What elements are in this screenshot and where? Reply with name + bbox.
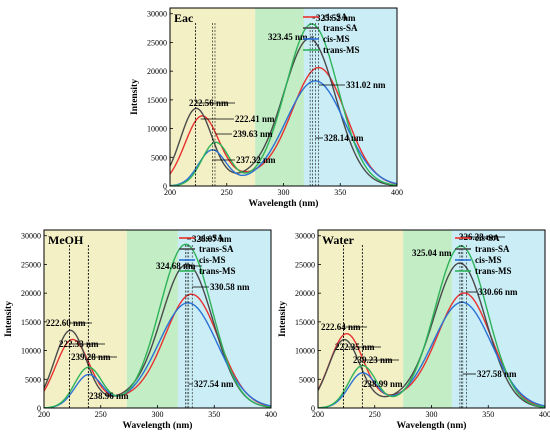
x-tick-label: 300: [278, 188, 290, 197]
y-tick-label: 30000: [295, 232, 315, 241]
series-line-trans-MS: [318, 245, 545, 408]
series-line-trans-SA: [318, 262, 545, 408]
y-tick-label: 20000: [295, 289, 315, 298]
peak-annotation: 238.99 nm: [363, 379, 403, 389]
background-band-3: [303, 8, 397, 186]
legend-label-trans-MS: trans-MS: [323, 45, 360, 55]
peak-annotation: 239.63 nm: [233, 129, 273, 139]
y-tick-label: 25000: [295, 260, 315, 269]
y-tick-label: 25000: [21, 260, 41, 269]
y-tick-label: 5000: [299, 375, 315, 384]
y-tick-label: 15000: [147, 96, 167, 105]
y-tick-label: 5000: [151, 153, 167, 162]
y-axis-label: Intensity: [278, 301, 288, 337]
legend-label-cis-SA: cis-SA: [475, 233, 500, 243]
legend-label-trans-SA: trans-SA: [323, 23, 358, 33]
x-tick-label: 300: [426, 410, 438, 419]
y-tick-label: 10000: [295, 347, 315, 356]
legend-label-cis-MS: cis-MS: [475, 255, 502, 265]
series-line-trans-MS: [44, 243, 271, 408]
y-tick-label: 20000: [147, 67, 167, 76]
y-tick-label: 0: [37, 404, 41, 413]
y-tick-label: 15000: [295, 318, 315, 327]
y-tick-label: 0: [311, 404, 315, 413]
peak-annotation: 222.60 nm: [46, 318, 86, 328]
y-tick-label: 30000: [147, 10, 167, 19]
x-tick-label: 350: [482, 410, 494, 419]
legend-label-trans-SA: trans-SA: [199, 244, 234, 254]
legend-label-cis-SA: cis-SA: [323, 12, 348, 22]
x-axis-label: Wavelength (nm): [123, 420, 193, 431]
series-line-trans-MS: [170, 23, 397, 186]
x-tick-label: 400: [391, 188, 403, 197]
x-tick-label: 400: [539, 410, 550, 419]
x-axis-label: Wavelength (nm): [397, 420, 467, 431]
y-axis-label: Intensity: [4, 301, 14, 337]
legend-label-trans-MS: trans-MS: [475, 266, 512, 276]
series-line-cis-MS: [170, 80, 397, 186]
y-axis-label: Intensity: [130, 79, 140, 115]
background-band-1: [44, 230, 127, 408]
peak-annotation: 325.52 nm: [316, 13, 356, 23]
legend-label-cis-MS: cis-MS: [199, 255, 226, 265]
x-tick-label: 200: [38, 410, 50, 419]
x-tick-label: 350: [208, 410, 220, 419]
peak-annotation: 237.32 nm: [236, 155, 276, 165]
legend-label-cis-MS: cis-MS: [323, 34, 350, 44]
y-tick-label: 20000: [21, 289, 41, 298]
y-tick-label: 0: [163, 182, 167, 191]
peak-annotation: 330.66 nm: [478, 287, 518, 297]
legend-label-cis-SA: cis-SA: [199, 233, 224, 243]
panel-title: Eac: [174, 11, 194, 25]
peak-annotation: 222.64 nm: [321, 322, 361, 332]
background-band-2: [126, 230, 178, 408]
peak-annotation: 326.07 nm: [192, 234, 232, 244]
x-tick-label: 200: [312, 410, 324, 419]
x-tick-label: 250: [221, 188, 233, 197]
x-tick-label: 350: [334, 188, 346, 197]
background-band-1: [318, 230, 404, 408]
peak-annotation: 327.58 nm: [477, 369, 517, 379]
peak-annotation: 331.02 nm: [346, 80, 386, 90]
x-tick-label: 300: [152, 410, 164, 419]
y-tick-label: 25000: [147, 38, 167, 47]
legend-label-trans-SA: trans-SA: [475, 244, 510, 254]
x-axis-label: Wavelength (nm): [249, 198, 319, 209]
legend-label-trans-MS: trans-MS: [199, 266, 236, 276]
x-tick-label: 250: [95, 410, 107, 419]
peak-annotation: 238.96 nm: [89, 391, 129, 401]
x-tick-label: 200: [164, 188, 176, 197]
y-tick-label: 30000: [21, 232, 41, 241]
peak-annotation: 328.14 nm: [324, 133, 364, 143]
y-tick-label: 15000: [21, 318, 41, 327]
x-tick-label: 400: [265, 410, 277, 419]
x-tick-label: 250: [369, 410, 381, 419]
peak-annotation: 324.68 nm: [156, 261, 196, 271]
y-tick-label: 10000: [21, 347, 41, 356]
y-tick-label: 5000: [25, 375, 41, 384]
y-tick-label: 10000: [147, 125, 167, 134]
panel-title: MeOH: [48, 233, 84, 247]
panel-title: Water: [322, 233, 355, 247]
peak-annotation: 327.54 nm: [194, 379, 234, 389]
peak-annotation: 330.58 nm: [210, 282, 250, 292]
peak-annotation: 323.45 nm: [268, 32, 308, 42]
peak-annotation: 325.04 nm: [412, 248, 452, 258]
peak-annotation: 222.41 nm: [235, 114, 275, 124]
